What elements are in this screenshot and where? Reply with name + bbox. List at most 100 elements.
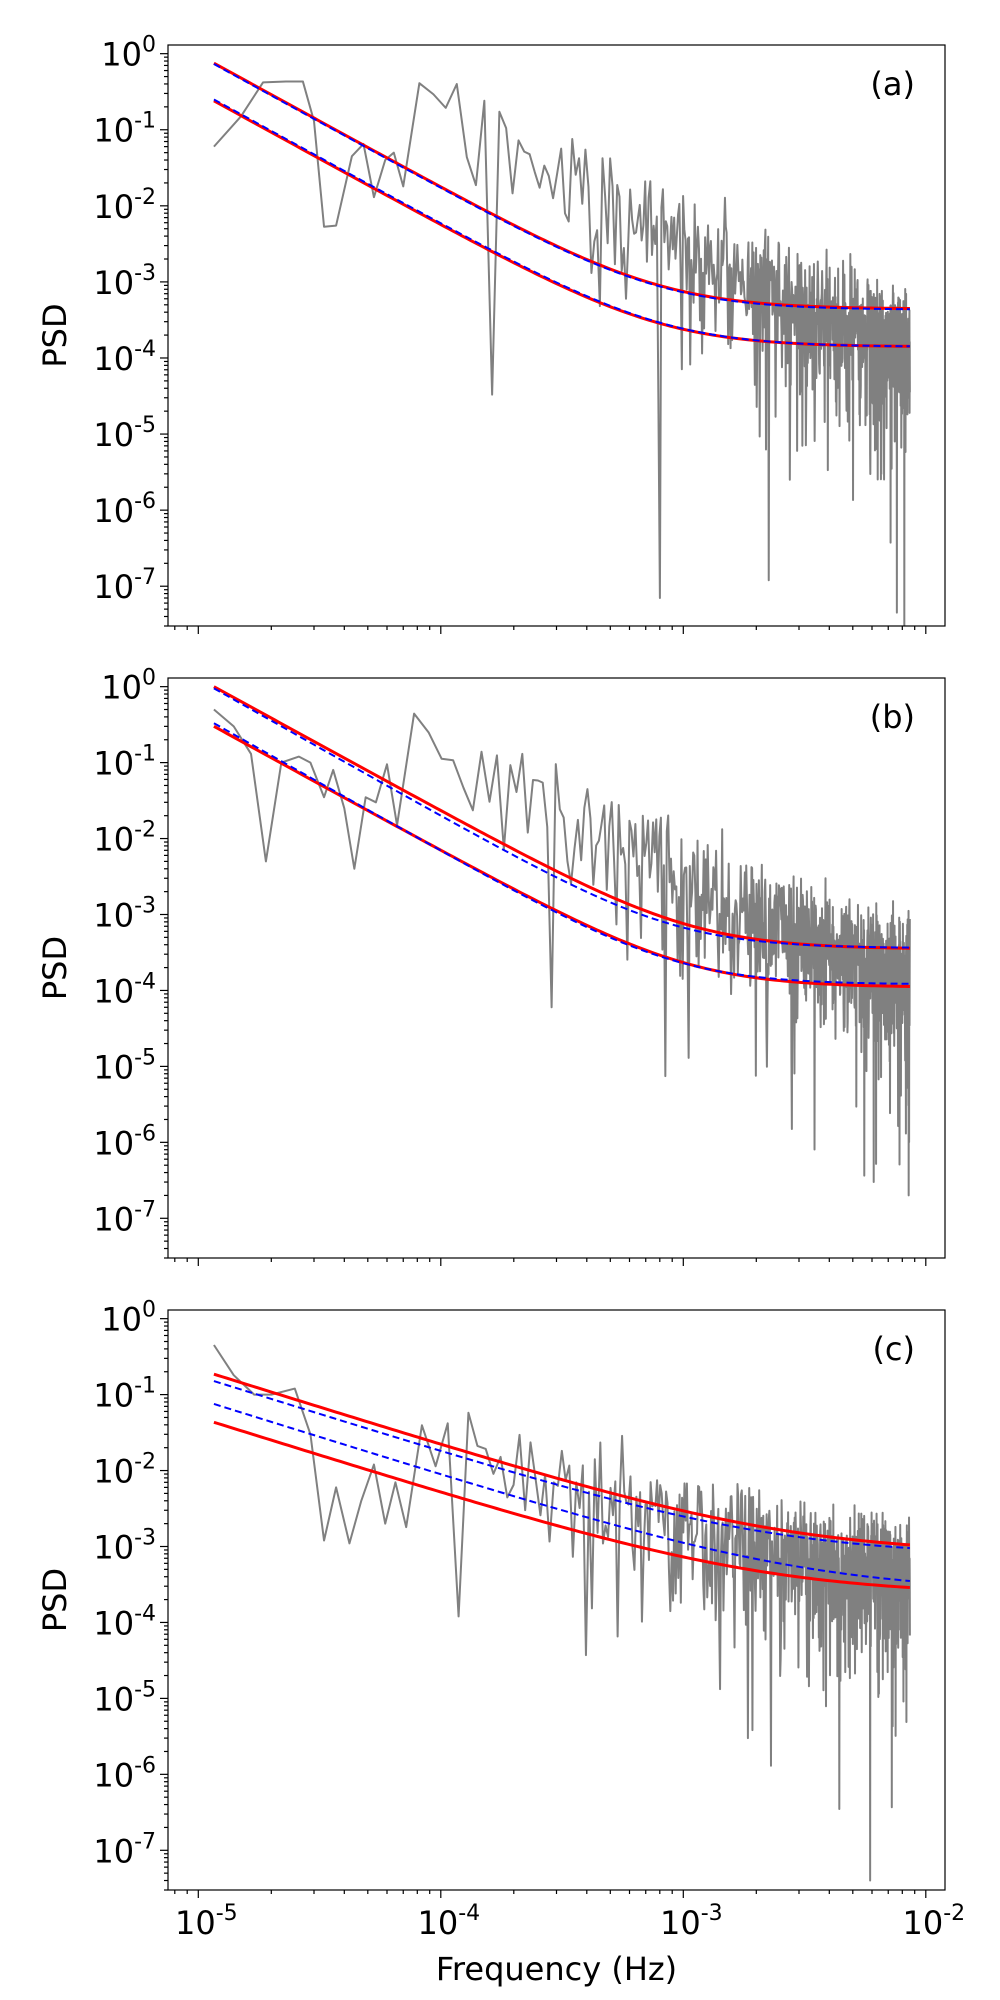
x-tick-label: 10-5 <box>175 1901 238 1942</box>
y-tick-label-exponent: -5 <box>134 413 156 438</box>
plot-area <box>213 1344 911 1882</box>
x-tick-label-base: 10 <box>902 1904 943 1942</box>
y-tick-label-base: 10 <box>93 492 134 530</box>
panel-label: (a) <box>870 65 915 103</box>
x-tick-label: 10-4 <box>417 1901 480 1942</box>
y-tick-label-base: 10 <box>93 972 134 1010</box>
y-tick-label-exponent: -5 <box>134 1677 156 1702</box>
y-tick-label-base: 10 <box>93 1453 134 1491</box>
y-tick-label-exponent: -7 <box>134 1197 156 1222</box>
y-tick-label: 10-5 <box>93 413 156 454</box>
y-tick-label-exponent: -2 <box>134 185 156 210</box>
reference-upper-curve <box>213 63 910 311</box>
y-axis-label: PSD <box>36 303 74 367</box>
y-tick-label-base: 10 <box>93 188 134 226</box>
reference-upper-curve <box>213 1380 910 1550</box>
y-tick-label: 10-5 <box>93 1045 156 1086</box>
x-tick-label-exponent: -4 <box>458 1901 480 1926</box>
y-tick-label-base: 10 <box>93 1832 134 1870</box>
y-tick-label: 10-1 <box>93 109 156 150</box>
y-tick-label: 10-3 <box>93 1525 156 1566</box>
y-tick-label: 10-6 <box>93 1121 156 1162</box>
periodogram-line <box>213 1344 911 1882</box>
y-tick-label-base: 10 <box>93 1048 134 1086</box>
y-axis-label: PSD <box>36 1568 74 1632</box>
x-tick-label-exponent: -2 <box>943 1901 965 1926</box>
y-tick-label-exponent: -1 <box>134 1374 156 1399</box>
reference-lower-curve <box>213 722 910 985</box>
y-tick-label-base: 10 <box>93 1680 134 1718</box>
y-tick-label: 100 <box>101 1298 156 1339</box>
y-tick-label-base: 10 <box>101 36 142 74</box>
y-tick-label-exponent: -2 <box>134 818 156 843</box>
y-tick-label-base: 10 <box>93 745 134 783</box>
y-tick-label-exponent: -3 <box>134 893 156 918</box>
y-tick-label: 10-6 <box>93 1753 156 1794</box>
y-tick-label: 10-2 <box>93 185 156 226</box>
y-tick-label: 100 <box>101 33 156 74</box>
y-tick-label-exponent: -2 <box>134 1450 156 1475</box>
y-tick-label-base: 10 <box>93 1124 134 1162</box>
y-tick-label-exponent: 0 <box>142 666 156 691</box>
x-tick-label-base: 10 <box>660 1904 701 1942</box>
periodogram-line <box>213 708 911 1197</box>
y-tick-label: 100 <box>101 666 156 707</box>
y-tick-label-base: 10 <box>93 568 134 606</box>
y-tick-label: 10-6 <box>93 489 156 530</box>
y-tick-label-exponent: -6 <box>134 1121 156 1146</box>
y-tick-label-base: 10 <box>93 1604 134 1642</box>
y-tick-label-base: 10 <box>101 669 142 707</box>
x-tick-label-exponent: -3 <box>701 1901 723 1926</box>
y-tick-label-exponent: -1 <box>134 109 156 134</box>
x-tick-label: 10-3 <box>660 1901 723 1942</box>
periodogram-line <box>213 80 911 626</box>
x-axis-label: Frequency (Hz) <box>436 1950 677 1988</box>
y-tick-label-base: 10 <box>93 1200 134 1238</box>
y-tick-label-exponent: -5 <box>134 1045 156 1070</box>
x-tick-label-exponent: -5 <box>216 1901 238 1926</box>
y-tick-label-base: 10 <box>93 1756 134 1794</box>
fit-model-upper-curve <box>213 1372 911 1547</box>
y-tick-label-base: 10 <box>93 896 134 934</box>
y-tick-label-exponent: -3 <box>134 1525 156 1550</box>
y-tick-label: 10-3 <box>93 893 156 934</box>
y-tick-label: 10-4 <box>93 337 156 378</box>
y-tick-label-exponent: -3 <box>134 261 156 286</box>
y-tick-label-exponent: -4 <box>134 1601 156 1626</box>
y-tick-label-base: 10 <box>93 821 134 859</box>
panel-label: (c) <box>872 1330 915 1368</box>
y-tick-label: 10-1 <box>93 742 156 783</box>
y-tick-label-exponent: -7 <box>134 565 156 590</box>
y-tick-label-exponent: -6 <box>134 1753 156 1778</box>
y-tick-label-base: 10 <box>93 112 134 150</box>
fit-model-lower-curve <box>213 99 910 348</box>
reference-lower-curve <box>213 98 910 348</box>
fit-model-lower-curve <box>213 1420 911 1590</box>
y-tick-label: 10-7 <box>93 565 156 606</box>
plot-area <box>213 61 911 626</box>
y-tick-label-exponent: -6 <box>134 489 156 514</box>
x-tick-label-base: 10 <box>175 1904 216 1942</box>
y-tick-label-exponent: 0 <box>142 33 156 58</box>
panel-label: (b) <box>870 698 915 736</box>
y-tick-label: 10-2 <box>93 818 156 859</box>
y-tick-label: 10-2 <box>93 1450 156 1491</box>
x-tick-label: 10-2 <box>902 1901 965 1942</box>
y-tick-label: 10-3 <box>93 261 156 302</box>
y-tick-label: 10-7 <box>93 1829 156 1870</box>
y-tick-label: 10-4 <box>93 969 156 1010</box>
y-tick-label-exponent: -4 <box>134 337 156 362</box>
y-tick-label-exponent: -1 <box>134 742 156 767</box>
y-tick-label-base: 10 <box>93 1528 134 1566</box>
y-axis-label: PSD <box>36 936 74 1000</box>
reference-upper-curve <box>213 687 910 949</box>
y-tick-label: 10-7 <box>93 1197 156 1238</box>
y-tick-label-base: 10 <box>101 1301 142 1339</box>
y-tick-label-base: 10 <box>93 1377 134 1415</box>
plot-area <box>213 685 911 1197</box>
y-tick-label: 10-5 <box>93 1677 156 1718</box>
y-tick-label: 10-1 <box>93 1374 156 1415</box>
